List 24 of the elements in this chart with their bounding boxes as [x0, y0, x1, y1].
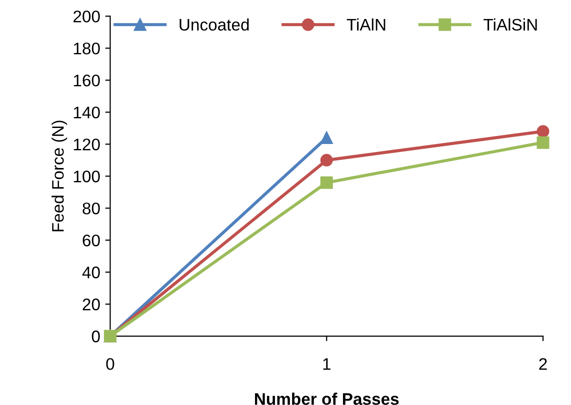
x-axis-title: Number of Passes	[255, 392, 399, 405]
y-tick-label: 200	[74, 10, 100, 22]
y-tick-label: 80	[82, 202, 100, 214]
legend-label: TiAlSiN	[484, 18, 537, 31]
legend-label: Uncoated	[180, 18, 249, 31]
y-tick-label: 140	[74, 106, 100, 118]
y-tick-label: 0	[92, 330, 100, 342]
y-tick-label: 20	[82, 298, 100, 310]
x-tick-label: 2	[539, 358, 547, 370]
point	[536, 136, 550, 149]
y-tick-label: 160	[74, 74, 100, 86]
y-tick-label: 100	[74, 170, 100, 182]
y-tick-label: 120	[74, 138, 100, 150]
y-axis-title: Feed Force (N)	[52, 120, 68, 232]
point	[536, 125, 550, 138]
x-tick-label: 1	[323, 358, 330, 370]
point	[320, 176, 333, 189]
x-tick-label: 0	[106, 358, 114, 370]
point	[320, 154, 333, 166]
y-tick-label: 60	[82, 234, 100, 246]
y-tick-label: 180	[74, 42, 100, 54]
point	[320, 132, 333, 144]
legend-label: TiAlN	[346, 18, 386, 30]
y-tick-label: 40	[82, 266, 100, 278]
